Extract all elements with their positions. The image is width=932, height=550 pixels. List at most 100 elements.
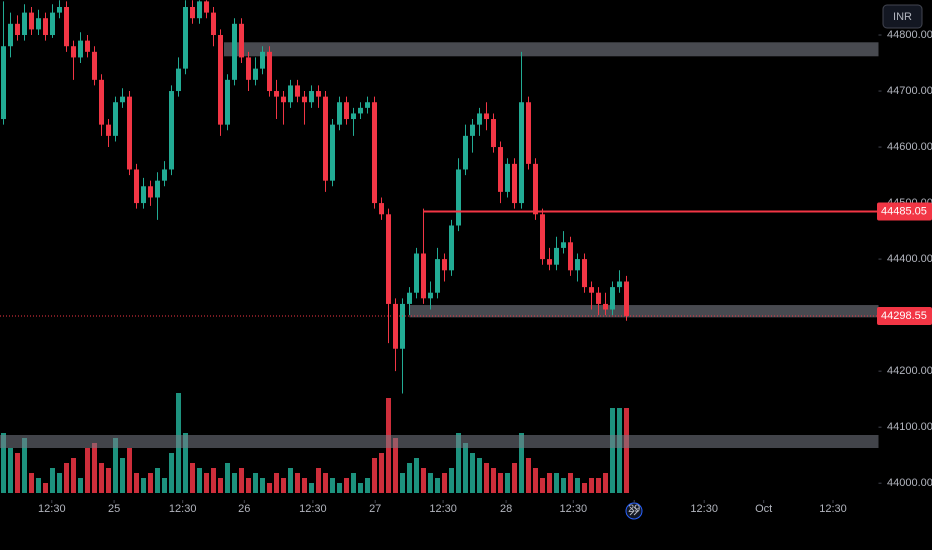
volume-bar <box>456 433 461 493</box>
volume-bar <box>540 478 545 493</box>
candle-body <box>491 119 496 148</box>
candle-body <box>603 303 608 310</box>
price-zone <box>409 305 879 318</box>
volume-bar <box>470 453 475 493</box>
x-tick-label: 12:30 <box>560 503 588 515</box>
volume-bar <box>323 473 328 493</box>
candle-body <box>274 91 279 97</box>
candle-body <box>36 18 41 30</box>
volume-bar <box>29 473 34 493</box>
candle-body <box>414 253 419 293</box>
candle-body <box>302 96 307 103</box>
x-tick-label: 12:30 <box>169 503 197 515</box>
volume-bar <box>575 478 580 493</box>
volume-bar <box>36 478 41 493</box>
volume-bar <box>372 458 377 493</box>
candle-body <box>120 96 125 103</box>
volume-bar <box>183 433 188 493</box>
candle-body <box>519 102 524 204</box>
volume-bar <box>428 473 433 493</box>
volume-bar <box>477 458 482 493</box>
volume-bar <box>64 463 69 493</box>
volume-bar <box>407 463 412 493</box>
volume-bar <box>43 483 48 493</box>
volume-bar <box>22 438 27 493</box>
volume-bar <box>603 473 608 493</box>
level-label-box <box>877 202 932 221</box>
volume-bar <box>274 473 279 493</box>
candle-body <box>113 102 118 136</box>
candle-body <box>71 46 76 58</box>
volume-bar <box>526 458 531 493</box>
candle-body <box>99 79 104 125</box>
volume-bar <box>106 468 111 493</box>
volume-bar <box>582 483 587 493</box>
candle-body <box>15 23 20 36</box>
x-tick-label: 28 <box>500 503 512 515</box>
candle-body <box>442 259 447 271</box>
candle-body <box>505 163 510 192</box>
x-tick-label: 12:30 <box>299 503 327 515</box>
x-tick-label: 29 <box>628 503 640 515</box>
y-tick-label: 44400.00 <box>887 253 932 265</box>
volume-bar <box>309 483 314 493</box>
volume-bar <box>505 473 510 493</box>
candle-body <box>155 180 160 198</box>
candle-body <box>8 23 13 47</box>
candle-body <box>407 292 412 304</box>
volume-bar <box>330 478 335 493</box>
candle-body <box>246 57 251 80</box>
volume-bar <box>57 473 62 493</box>
candle-body <box>330 124 335 181</box>
volume-bar <box>624 408 629 493</box>
candle-body <box>533 163 538 215</box>
candle-body <box>596 292 601 304</box>
currency-button[interactable] <box>882 4 923 29</box>
volume-bar <box>239 468 244 493</box>
volume-bar <box>225 463 230 493</box>
volume-bar <box>15 453 20 493</box>
candle-body <box>190 7 195 19</box>
candle-body <box>260 51 265 69</box>
candle-body <box>64 7 69 47</box>
candle-body <box>253 68 258 80</box>
candle-body <box>127 96 132 170</box>
volume-bar <box>190 463 195 493</box>
candle-body <box>456 169 461 226</box>
volume-bar <box>512 463 517 493</box>
candle-body <box>162 169 167 181</box>
candle-body <box>344 102 349 120</box>
candle-body <box>204 1 209 13</box>
volume-bar <box>449 468 454 493</box>
volume-bar <box>344 478 349 493</box>
volume-bar <box>295 473 300 493</box>
x-tick-label: Oct <box>755 503 772 515</box>
volume-bar <box>533 468 538 493</box>
price-zone <box>224 42 879 57</box>
candle-body <box>582 259 587 288</box>
currency-label[interactable]: INR <box>893 11 912 23</box>
volume-bar <box>596 478 601 493</box>
y-tick-label: 44600.00 <box>887 141 932 153</box>
level-label: 44485.05 <box>881 205 927 217</box>
candle-body <box>463 135 468 170</box>
volume-bar <box>148 473 153 493</box>
candle-body <box>183 7 188 69</box>
candle-body <box>176 68 181 92</box>
volume-bar <box>463 443 468 493</box>
volume-bar <box>267 483 272 493</box>
candle-body <box>78 40 83 58</box>
volume-bar <box>442 473 447 493</box>
candle-body <box>295 85 300 97</box>
volume-bar <box>393 438 398 493</box>
candle-body <box>400 303 405 349</box>
candle-body <box>393 303 398 349</box>
volume-bar <box>246 478 251 493</box>
volume-bar <box>316 468 321 493</box>
candle-body <box>365 102 370 108</box>
volume-bar <box>351 473 356 493</box>
x-tick-label: 12:30 <box>429 503 457 515</box>
last-price-label-box <box>877 306 932 325</box>
candle-body <box>435 259 440 293</box>
candle-body <box>610 287 615 310</box>
